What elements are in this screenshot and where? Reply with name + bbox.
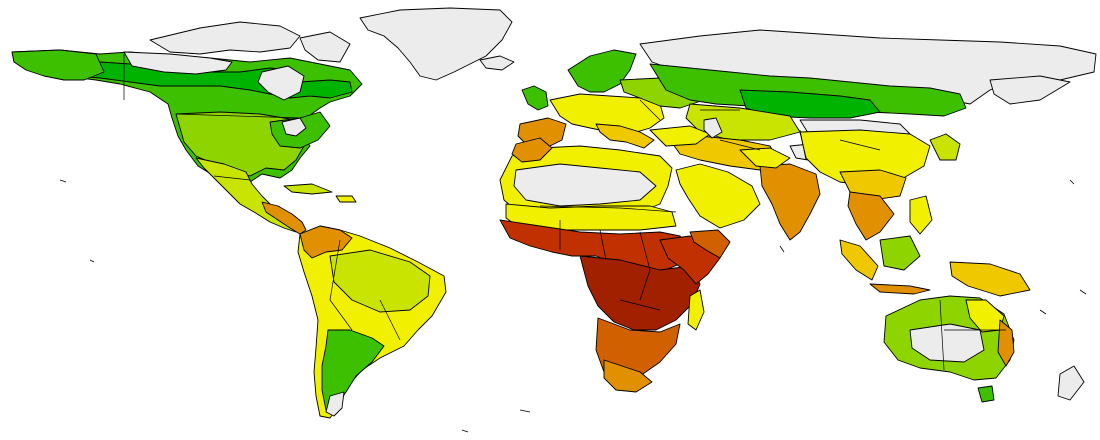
iceland	[479, 55, 515, 71]
southern-cone-green	[321, 329, 385, 411]
south-east-asia	[739, 129, 1031, 297]
baffin-island	[299, 31, 351, 63]
cuba	[283, 183, 333, 195]
sumatra	[839, 239, 879, 281]
australia-east-coast	[997, 319, 1015, 367]
south-america	[297, 225, 447, 419]
australia-interior-nodata	[909, 323, 985, 363]
sahara-nodata	[513, 163, 657, 207]
turkey	[649, 125, 711, 147]
great-lakes	[281, 117, 307, 137]
colombia-venezuela	[299, 225, 353, 259]
western-europe	[549, 93, 665, 135]
arabian-peninsula	[675, 163, 761, 229]
java	[869, 283, 931, 295]
amazon-basin	[329, 249, 431, 313]
country-borders	[123, 54, 1006, 371]
philippines	[909, 195, 933, 235]
morocco	[511, 137, 553, 163]
canadian-arctic-islands	[149, 21, 301, 55]
madagascar	[687, 289, 705, 331]
uk-ireland	[521, 85, 549, 111]
central-africa	[579, 255, 701, 331]
scandinavia	[567, 49, 637, 93]
kamchatka-nodata	[989, 75, 1071, 105]
alaska	[11, 49, 105, 81]
borneo	[879, 235, 921, 271]
tasmania	[977, 385, 995, 403]
pakistan-afghanistan	[739, 147, 791, 169]
new-zealand	[1057, 365, 1085, 401]
northwest-territories-nodata	[123, 51, 233, 75]
india	[759, 163, 821, 241]
africa	[499, 203, 731, 393]
hispaniola	[335, 195, 357, 203]
small-islands	[59, 179, 1087, 433]
horn-of-africa	[689, 229, 731, 259]
south-africa-tip	[603, 359, 653, 393]
north-america	[11, 21, 363, 235]
southeast-asia	[847, 191, 895, 241]
hudson-bay	[257, 65, 305, 101]
australia-region	[883, 295, 1085, 403]
korea-japan	[929, 133, 961, 161]
greenland	[359, 7, 513, 81]
italy-balkans	[595, 123, 655, 149]
siberia-green	[649, 63, 967, 117]
new-guinea	[949, 261, 1031, 297]
central-america	[261, 201, 307, 235]
caspian	[703, 117, 723, 139]
patagonia-nodata	[325, 391, 345, 417]
